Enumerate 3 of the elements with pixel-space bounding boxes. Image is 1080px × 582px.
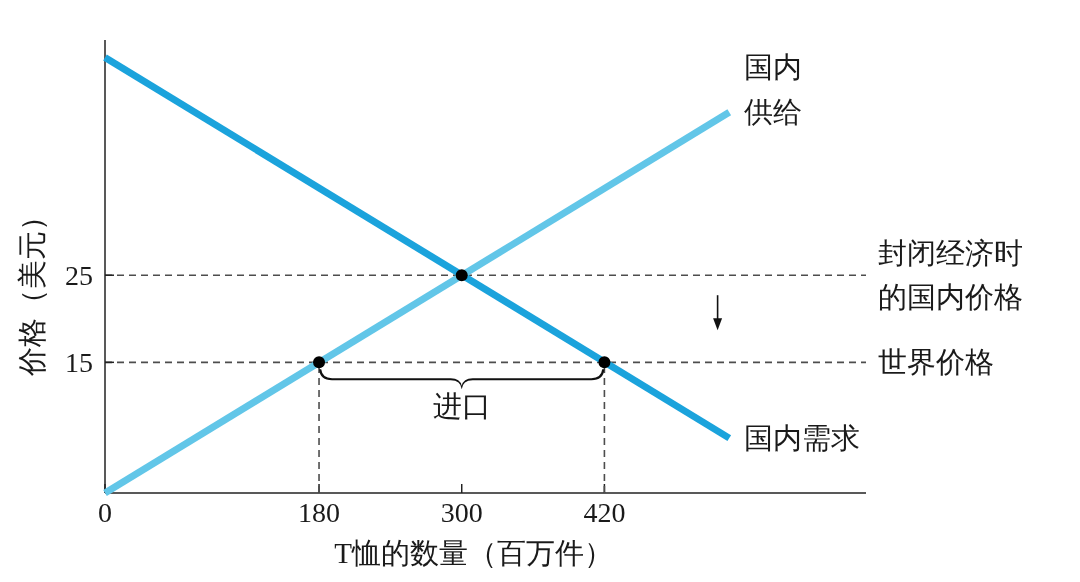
- ylabel: 价格（美元）: [16, 201, 48, 376]
- xlabel: T恤的数量（百万件）: [334, 537, 613, 569]
- annotation: 进口: [432, 390, 491, 423]
